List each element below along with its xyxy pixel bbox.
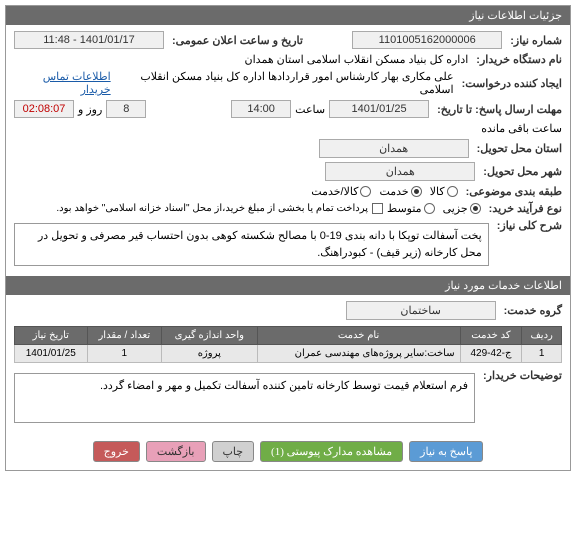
page-title: جزئیات اطلاعات نیاز — [469, 9, 562, 22]
delivery-city-value: همدان — [325, 162, 475, 181]
form-section: شماره نیاز: 1101005162000006 تاریخ و ساع… — [6, 25, 570, 276]
process-note: پرداخت تمام یا بخشی از مبلغ خرید،از محل … — [56, 203, 368, 214]
general-desc-label: شرح کلی نیاز: — [497, 219, 562, 232]
announce-date-value: 1401/01/17 - 11:48 — [14, 31, 164, 49]
services-header-text: اطلاعات خدمات مورد نیاز — [445, 279, 562, 292]
delivery-province-value: همدان — [319, 139, 469, 158]
radio-goods[interactable]: کالا — [430, 185, 458, 198]
group-service-value: ساختمان — [346, 301, 496, 320]
attachments-button[interactable]: مشاهده مدارک پیوستی (1) — [260, 441, 403, 462]
process-type-label: نوع فرآیند خرید: — [489, 202, 562, 215]
general-desc-box: پخت آسفالت توپکا با دانه بندی 19-0 با مص… — [14, 223, 489, 266]
page-header: جزئیات اطلاعات نیاز — [6, 6, 570, 25]
delivery-province-label: استان محل تحویل: — [477, 142, 562, 155]
buyer-notes-text: فرم استعلام قیمت توسط کارخانه تامین کنند… — [100, 380, 468, 392]
back-button-label: بازگشت — [157, 445, 195, 458]
radio-goods-service[interactable]: کالا/خدمت — [311, 185, 371, 198]
deadline-date-value: 1401/01/25 — [329, 100, 429, 118]
td-code: ج-42-429 — [460, 345, 522, 363]
row-general-desc: شرح کلی نیاز: پخت آسفالت توپکا با دانه ب… — [14, 217, 562, 272]
contact-link[interactable]: اطلاعات تماس خریدار — [14, 70, 111, 96]
respond-button[interactable]: پاسخ به نیاز — [409, 441, 483, 462]
radio-goods-service-circle — [360, 186, 371, 197]
time-remaining-label: ساعت باقی مانده — [481, 122, 562, 135]
radio-medium[interactable]: متوسط — [387, 202, 435, 215]
td-unit: پروژه — [162, 345, 257, 363]
services-section: گروه خدمت: ساختمان ردیف کد خدمت نام خدمت… — [6, 295, 570, 433]
radio-medium-circle — [424, 203, 435, 214]
exit-button[interactable]: خروج — [93, 441, 140, 462]
table-header-row: ردیف کد خدمت نام خدمت واحد اندازه گیری ت… — [15, 327, 562, 345]
table-row: 1 ج-42-429 ساخت:سایر پروژه‌های مهندسی عم… — [15, 345, 562, 363]
creator-value: علی مکاری بهار کارشناس امور قراردادها اد… — [119, 70, 454, 96]
exit-button-label: خروج — [104, 445, 129, 458]
radio-goods-label: کالا — [430, 185, 445, 198]
deadline-label: مهلت ارسال پاسخ: تا تاریخ: — [437, 103, 562, 116]
time-remaining: 02:08:07 — [14, 100, 74, 118]
time-label-1: ساعت — [295, 103, 325, 116]
radio-service[interactable]: خدمت — [379, 185, 421, 198]
radio-goods-circle — [447, 186, 458, 197]
creator-label: ایجاد کننده درخواست: — [462, 77, 562, 90]
print-button-label: چاپ — [223, 445, 244, 458]
group-service-label: گروه خدمت: — [504, 304, 562, 317]
radio-goods-service-label: کالا/خدمت — [311, 185, 358, 198]
row-category: طبقه بندی موضوعی: کالا خدمت کالا/خدمت — [14, 183, 562, 200]
td-row: 1 — [522, 345, 562, 363]
radio-partial-label: جزیی — [443, 202, 468, 215]
row-buyer-notes: توضیحات خریدار: فرم استعلام قیمت توسط کا… — [14, 367, 562, 429]
delivery-city-label: شهر محل تحویل: — [483, 165, 562, 178]
td-qty: 1 — [87, 345, 161, 363]
category-label: طبقه بندی موضوعی: — [466, 185, 562, 198]
row-delivery-province: استان محل تحویل: همدان — [14, 137, 562, 160]
td-date: 1401/01/25 — [15, 345, 88, 363]
back-button[interactable]: بازگشت — [146, 441, 206, 462]
services-header-bar: اطلاعات خدمات مورد نیاز — [6, 276, 570, 295]
th-row: ردیف — [522, 327, 562, 345]
attachments-button-label: مشاهده مدارک پیوستی (1) — [271, 445, 392, 458]
buyer-notes-label: توضیحات خریدار: — [483, 369, 562, 382]
row-creator: ایجاد کننده درخواست: علی مکاری بهار کارش… — [14, 68, 562, 98]
th-code: کد خدمت — [460, 327, 522, 345]
buyer-notes-box: فرم استعلام قیمت توسط کارخانه تامین کنند… — [14, 373, 475, 423]
radio-partial[interactable]: جزیی — [443, 202, 481, 215]
treasury-checkbox[interactable] — [372, 203, 383, 214]
process-radio-group: جزیی متوسط — [387, 202, 481, 215]
deadline-time-value: 14:00 — [231, 100, 291, 118]
row-delivery-city: شهر محل تحویل: همدان — [14, 160, 562, 183]
th-name: نام خدمت — [257, 327, 460, 345]
row-buyer: نام دستگاه خریدار: اداره کل بنیاد مسکن ا… — [14, 51, 562, 68]
radio-service-label: خدمت — [379, 185, 408, 198]
respond-button-label: پاسخ به نیاز — [420, 445, 472, 458]
th-qty: تعداد / مقدار — [87, 327, 161, 345]
general-desc-text: پخت آسفالت توپکا با دانه بندی 19-0 با مص… — [38, 230, 482, 259]
row-deadline: مهلت ارسال پاسخ: تا تاریخ: 1401/01/25 سا… — [14, 98, 562, 137]
print-button[interactable]: چاپ — [212, 441, 255, 462]
services-table: ردیف کد خدمت نام خدمت واحد اندازه گیری ت… — [14, 326, 562, 363]
buyer-label: نام دستگاه خریدار: — [476, 53, 562, 66]
announce-date-label: تاریخ و ساعت اعلان عمومی: — [172, 34, 303, 47]
buyer-value: اداره کل بنیاد مسکن انقلاب اسلامی استان … — [245, 53, 469, 66]
row-process-type: نوع فرآیند خرید: جزیی متوسط پرداخت تمام … — [14, 200, 562, 217]
need-number-label: شماره نیاز: — [510, 34, 562, 47]
th-date: تاریخ نیاز — [15, 327, 88, 345]
radio-service-circle — [411, 186, 422, 197]
need-number-value: 1101005162000006 — [352, 31, 502, 49]
days-remaining: 8 — [106, 100, 146, 118]
radio-medium-label: متوسط — [387, 202, 422, 215]
button-bar: پاسخ به نیاز مشاهده مدارک پیوستی (1) چاپ… — [6, 433, 570, 470]
row-need-number: شماره نیاز: 1101005162000006 تاریخ و ساع… — [14, 29, 562, 51]
td-name: ساخت:سایر پروژه‌های مهندسی عمران — [257, 345, 460, 363]
radio-partial-circle — [470, 203, 481, 214]
days-and-label: روز و — [78, 103, 102, 116]
main-container: جزئیات اطلاعات نیاز شماره نیاز: 11010051… — [5, 5, 571, 471]
category-radio-group: کالا خدمت کالا/خدمت — [311, 185, 457, 198]
row-group-service: گروه خدمت: ساختمان — [14, 299, 562, 322]
th-unit: واحد اندازه گیری — [162, 327, 257, 345]
